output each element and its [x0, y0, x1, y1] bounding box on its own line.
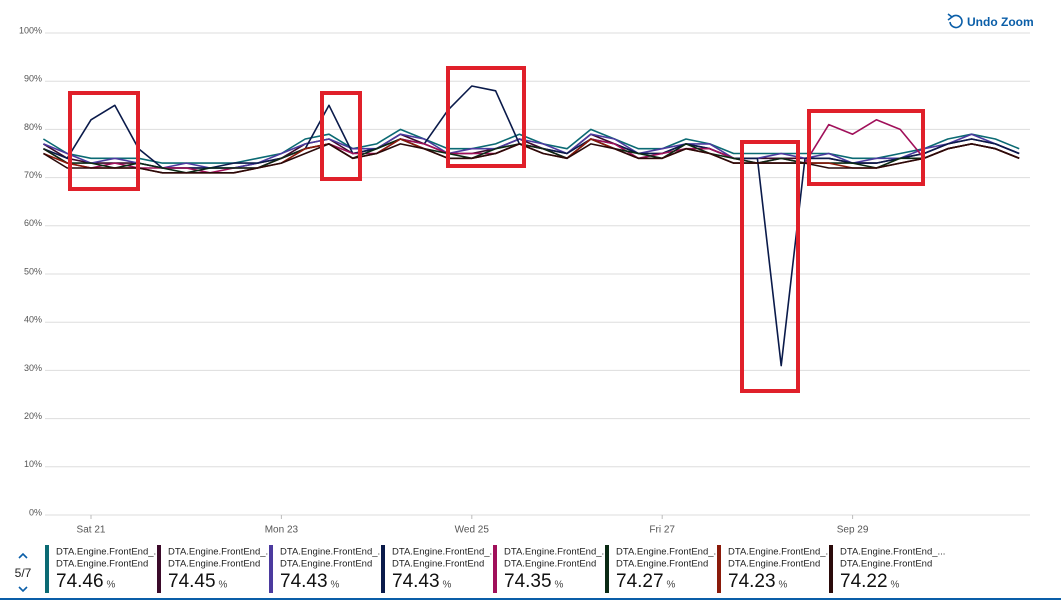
- highlight-box: [68, 91, 140, 191]
- legend-swatch: [493, 545, 497, 593]
- y-tick-label: 40%: [24, 315, 42, 325]
- pager-label: 5/7: [15, 566, 32, 580]
- highlight-box: [446, 66, 526, 168]
- legend-name: DTA.Engine.FrontEnd_...: [280, 547, 385, 558]
- legend-resource: DTA.Engine.FrontEnd: [728, 559, 820, 570]
- legend-name: DTA.Engine.FrontEnd_...: [392, 547, 497, 558]
- legend-item[interactable]: DTA.Engine.FrontEnd_...DTA.Engine.FrontE…: [605, 545, 721, 593]
- legend-name: DTA.Engine.FrontEnd_...: [168, 547, 273, 558]
- legend-item[interactable]: DTA.Engine.FrontEnd_...DTA.Engine.FrontE…: [717, 545, 833, 593]
- x-tick-label: Sep 29: [837, 525, 869, 536]
- y-tick-label: 100%: [19, 25, 42, 35]
- x-tick-label: Wed 25: [455, 525, 490, 536]
- legend-item[interactable]: DTA.Engine.FrontEnd_...DTA.Engine.FrontE…: [45, 545, 161, 593]
- legend-unit: %: [443, 580, 452, 591]
- y-tick-label: 70%: [24, 170, 42, 180]
- legend-unit: %: [667, 580, 676, 591]
- legend-unit: %: [891, 580, 900, 591]
- series-line: [42, 138, 1020, 174]
- legend-swatch: [45, 545, 49, 593]
- legend-resource: DTA.Engine.FrontEnd: [280, 559, 372, 570]
- x-tick-label: Sat 21: [77, 525, 106, 536]
- legend-value: 74.45: [168, 571, 216, 592]
- legend-unit: %: [555, 580, 564, 591]
- legend-swatch: [829, 545, 833, 593]
- y-tick-label: 10%: [24, 459, 42, 469]
- y-tick-label: 20%: [24, 411, 42, 421]
- undo-icon: [949, 14, 963, 29]
- highlight-box: [740, 140, 800, 393]
- legend-item[interactable]: DTA.Engine.FrontEnd_...DTA.Engine.FrontE…: [269, 545, 385, 593]
- legend: DTA.Engine.FrontEnd_...DTA.Engine.FrontE…: [45, 545, 945, 593]
- highlight-box: [320, 91, 362, 181]
- y-tick-label: 0%: [29, 507, 42, 517]
- legend-resource: DTA.Engine.FrontEnd: [840, 559, 932, 570]
- undo-icon-arrow: [947, 13, 954, 21]
- legend-item[interactable]: DTA.Engine.FrontEnd_...DTA.Engine.FrontE…: [493, 545, 609, 593]
- legend-value: 74.22: [840, 571, 888, 592]
- legend-name: DTA.Engine.FrontEnd_...: [840, 547, 945, 558]
- legend-name: DTA.Engine.FrontEnd_...: [728, 547, 833, 558]
- undo-zoom-label: Undo Zoom: [967, 15, 1034, 29]
- legend-swatch: [269, 545, 273, 593]
- legend-swatch: [157, 545, 161, 593]
- legend-value: 74.27: [616, 571, 664, 592]
- legend-resource: DTA.Engine.FrontEnd: [168, 559, 260, 570]
- legend-item[interactable]: DTA.Engine.FrontEnd_...DTA.Engine.FrontE…: [829, 545, 945, 593]
- legend-item[interactable]: DTA.Engine.FrontEnd_...DTA.Engine.FrontE…: [157, 545, 273, 593]
- legend-resource: DTA.Engine.FrontEnd: [616, 559, 708, 570]
- y-tick-label: 80%: [24, 122, 42, 132]
- legend-unit: %: [331, 580, 340, 591]
- undo-zoom[interactable]: Undo Zoom: [947, 13, 1034, 29]
- legend-value: 74.35: [504, 571, 552, 592]
- y-tick-label: 50%: [24, 266, 42, 276]
- x-tick-label: Fri 27: [649, 525, 675, 536]
- plot-area: 0% 10% 20% 30% 40% 50% 60% 70% 80% 90% 100% Sat 21 M…: [19, 25, 1030, 536]
- y-tick-label: 30%: [24, 363, 42, 373]
- pager-down[interactable]: [18, 586, 28, 593]
- legend-swatch: [381, 545, 385, 593]
- legend-resource: DTA.Engine.FrontEnd: [504, 559, 596, 570]
- legend-resource: DTA.Engine.FrontEnd: [392, 559, 484, 570]
- y-tick-label: 90%: [24, 74, 42, 84]
- series-line: [42, 143, 1020, 174]
- y-tick-label: 60%: [24, 218, 42, 228]
- x-tick-label: Mon 23: [265, 525, 299, 536]
- annotations: [68, 66, 925, 393]
- legend-swatch: [605, 545, 609, 593]
- legend-unit: %: [219, 580, 228, 591]
- legend-value: 74.46: [56, 571, 104, 592]
- legend-value: 74.43: [392, 571, 440, 592]
- legend-unit: %: [779, 580, 788, 591]
- legend-resource: DTA.Engine.FrontEnd: [56, 559, 148, 570]
- pager: 5/7: [15, 552, 32, 593]
- legend-name: DTA.Engine.FrontEnd_...: [504, 547, 609, 558]
- legend-name: DTA.Engine.FrontEnd_...: [616, 547, 721, 558]
- legend-item[interactable]: DTA.Engine.FrontEnd_...DTA.Engine.FrontE…: [381, 545, 497, 593]
- legend-value: 74.43: [280, 571, 328, 592]
- legend-unit: %: [107, 580, 116, 591]
- legend-name: DTA.Engine.FrontEnd_...: [56, 547, 161, 558]
- highlight-box: [807, 109, 925, 186]
- legend-value: 74.23: [728, 571, 776, 592]
- legend-swatch: [717, 545, 721, 593]
- series-line: [42, 128, 1020, 164]
- pager-up[interactable]: [18, 552, 28, 559]
